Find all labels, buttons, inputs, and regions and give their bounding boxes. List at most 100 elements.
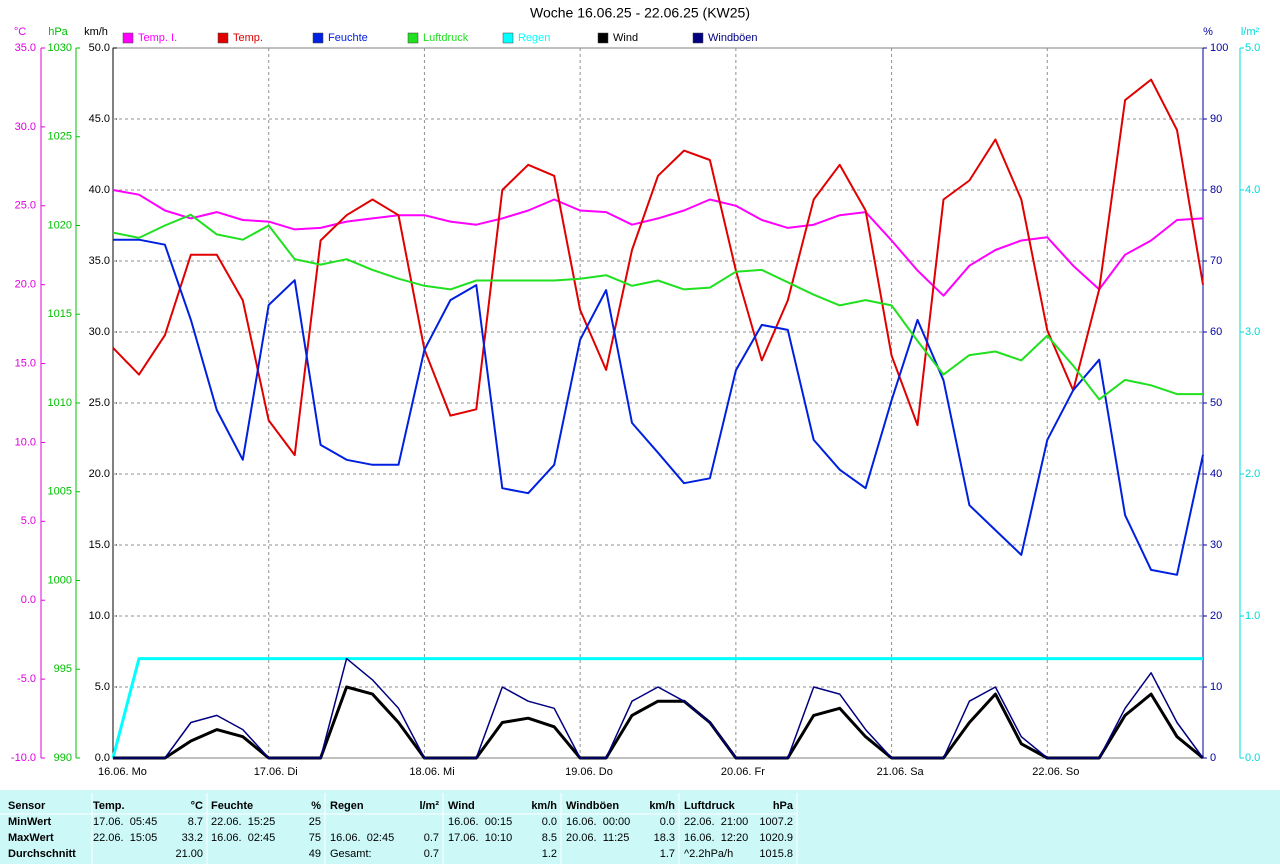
axis-title: °C — [14, 26, 26, 38]
legend-label: Feuchte — [328, 32, 368, 44]
x-tick-label: 17.06. Di — [254, 766, 298, 778]
cell-value: 21.00 — [175, 848, 203, 860]
cell-value: 18.3 — [654, 832, 675, 844]
cell-text: 17.06. 05:45 — [93, 816, 157, 828]
table-unit: % — [311, 800, 321, 812]
y-tick-label: 25.0 — [89, 397, 110, 409]
axis-title: hPa — [48, 26, 68, 38]
x-tick-label: 19.06. Do — [565, 766, 613, 778]
table-unit: °C — [191, 800, 203, 812]
y-tick-label: 30.0 — [89, 326, 110, 338]
table-unit: l/m² — [419, 800, 439, 812]
y-tick-label: 5.0 — [21, 515, 36, 527]
y-tick-label: 1020 — [48, 219, 72, 231]
y-tick-label: 40.0 — [89, 184, 110, 196]
y-tick-label: 5.0 — [95, 681, 110, 693]
cell-value: 1020.9 — [759, 832, 793, 844]
legend-swatch — [407, 32, 419, 44]
series-line — [113, 657, 1204, 759]
cell-value: 8.7 — [188, 816, 203, 828]
y-tick-label: 5.0 — [1245, 42, 1260, 54]
table-header: Regen — [330, 800, 364, 812]
y-tick-label: 1025 — [48, 131, 72, 143]
y-tick-label: 30 — [1210, 539, 1222, 551]
y-tick-label: 15.0 — [89, 539, 110, 551]
y-tick-label: 20 — [1210, 610, 1222, 622]
cell-value: 49 — [309, 848, 321, 860]
legend-label: Temp. I. — [138, 32, 177, 44]
y-tick-label: 1000 — [48, 574, 72, 586]
legend-swatch — [597, 32, 609, 44]
axis-title: l/m² — [1241, 26, 1260, 38]
cell-text: 16.06. 00:00 — [566, 816, 630, 828]
y-tick-label: 40 — [1210, 468, 1222, 480]
cell-text: 22.06. 15:05 — [93, 832, 157, 844]
cell-value: 1007.2 — [759, 816, 793, 828]
cell-text: 22.06. 21:00 — [684, 816, 748, 828]
y-tick-label: 35.0 — [15, 42, 36, 54]
table-header: Luftdruck — [684, 800, 736, 812]
table-unit: km/h — [531, 800, 557, 812]
y-tick-label: 0.0 — [21, 594, 36, 606]
cell-text: 20.06. 11:25 — [566, 832, 629, 844]
y-tick-label: 45.0 — [89, 113, 110, 125]
table-header: Temp. — [93, 800, 125, 812]
cell-text: ^2.2hPa/h — [684, 848, 733, 860]
series-line — [112, 213, 1203, 401]
y-tick-label: 30.0 — [15, 121, 36, 133]
y-tick-label: 4.0 — [1245, 184, 1260, 196]
y-tick-label: 3.0 — [1245, 326, 1260, 338]
y-tick-label: 1.0 — [1245, 610, 1260, 622]
x-tick-label: 21.06. Sa — [877, 766, 925, 778]
y-tick-label: 20.0 — [89, 468, 110, 480]
y-tick-label: -10.0 — [11, 752, 36, 764]
y-tick-label: 15.0 — [15, 357, 36, 369]
cell-value: 8.5 — [542, 832, 557, 844]
cell-text: Gesamt: — [330, 848, 372, 860]
table-unit: hPa — [773, 800, 794, 812]
cell-value: 33.2 — [182, 832, 203, 844]
row-label: Durchschnitt — [8, 848, 76, 860]
table-header: Wind — [448, 800, 475, 812]
series-line — [112, 189, 1204, 297]
cell-text: 16.06. 00:15 — [448, 816, 512, 828]
cell-value: 75 — [309, 832, 321, 844]
y-tick-label: 10.0 — [15, 436, 36, 448]
y-tick-label: 995 — [54, 663, 72, 675]
table-header: Windböen — [566, 800, 619, 812]
series-line — [112, 78, 1204, 457]
y-tick-label: 10 — [1210, 681, 1222, 693]
y-tick-label: 50.0 — [89, 42, 110, 54]
table-background — [0, 790, 1280, 864]
legend-label: Luftdruck — [423, 32, 469, 44]
x-tick-label: 20.06. Fr — [721, 766, 765, 778]
y-tick-label: 25.0 — [15, 200, 36, 212]
y-tick-label: 1010 — [48, 397, 72, 409]
cell-value: 1.7 — [660, 848, 675, 860]
y-tick-label: 70 — [1210, 255, 1222, 267]
y-tick-label: 0.0 — [1245, 752, 1260, 764]
y-tick-label: 1015 — [48, 308, 72, 320]
cell-value: 0.7 — [424, 832, 439, 844]
y-tick-label: -5.0 — [17, 673, 36, 685]
x-tick-label: 16.06. Mo — [98, 766, 147, 778]
table-unit: km/h — [649, 800, 675, 812]
y-tick-label: 50 — [1210, 397, 1222, 409]
cell-text: 17.06. 10:10 — [448, 832, 512, 844]
cell-value: 0.0 — [542, 816, 557, 828]
y-tick-label: 1030 — [48, 42, 72, 54]
axis-title: % — [1203, 26, 1213, 38]
row-label: MaxWert — [8, 832, 54, 844]
y-tick-label: 0 — [1210, 752, 1216, 764]
legend-label: Regen — [518, 32, 550, 44]
chart-title: Woche 16.06.25 - 22.06.25 (KW25) — [530, 5, 750, 21]
legend-swatch — [502, 32, 514, 44]
y-tick-label: 100 — [1210, 42, 1228, 54]
cell-text: 16.06. 02:45 — [330, 832, 394, 844]
y-tick-label: 90 — [1210, 113, 1222, 125]
cell-value: 0.7 — [424, 848, 439, 860]
legend-label: Wind — [613, 32, 638, 44]
table-header: Sensor — [8, 800, 46, 812]
legend-swatch — [312, 32, 324, 44]
